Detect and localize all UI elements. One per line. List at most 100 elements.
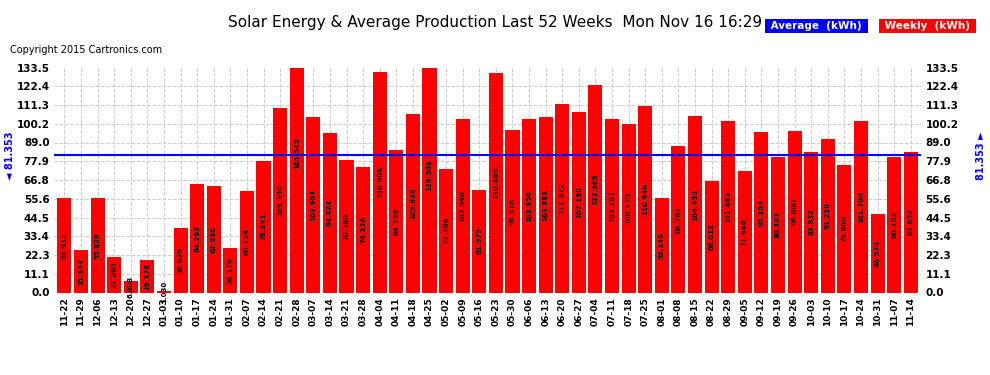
- Bar: [506, 130, 520, 292]
- Bar: [771, 158, 785, 292]
- Text: 83.652: 83.652: [808, 209, 814, 236]
- Bar: [356, 167, 370, 292]
- Bar: [290, 13, 304, 292]
- Text: 38.026: 38.026: [177, 247, 183, 274]
- Bar: [423, 57, 437, 292]
- Bar: [455, 119, 469, 292]
- Text: 103.181: 103.181: [609, 189, 615, 222]
- Bar: [787, 131, 802, 292]
- Text: 26.176: 26.176: [228, 257, 234, 284]
- Bar: [555, 104, 569, 292]
- Text: 139.568: 139.568: [427, 159, 433, 191]
- Text: 78.380: 78.380: [344, 213, 349, 240]
- Bar: [256, 160, 270, 292]
- Text: 75.600: 75.600: [842, 215, 847, 242]
- Bar: [821, 139, 835, 292]
- Text: 6.808: 6.808: [128, 276, 134, 298]
- Bar: [389, 150, 403, 292]
- Text: 111.912: 111.912: [559, 182, 565, 214]
- Text: 96.000: 96.000: [792, 198, 798, 225]
- Text: 55.828: 55.828: [95, 232, 101, 259]
- Text: 19.178: 19.178: [145, 263, 150, 290]
- Bar: [323, 133, 337, 292]
- Text: Copyright 2015 Cartronics.com: Copyright 2015 Cartronics.com: [10, 45, 162, 55]
- Text: 94.628: 94.628: [327, 199, 333, 226]
- Text: 25.144: 25.144: [78, 258, 84, 285]
- Text: Average  (kWh): Average (kWh): [767, 21, 865, 31]
- Text: 73.384: 73.384: [444, 217, 449, 244]
- Text: 102.948: 102.948: [459, 190, 465, 222]
- Text: 109.350: 109.350: [277, 184, 283, 216]
- Text: 71.944: 71.944: [742, 218, 747, 246]
- Text: 80.102: 80.102: [891, 211, 897, 238]
- Text: 78.241: 78.241: [260, 213, 266, 240]
- Bar: [804, 152, 818, 292]
- Bar: [605, 118, 619, 292]
- Text: 55.912: 55.912: [61, 232, 67, 259]
- Bar: [754, 132, 768, 292]
- Bar: [240, 191, 254, 292]
- Bar: [306, 117, 321, 292]
- Bar: [654, 198, 669, 292]
- Bar: [273, 108, 287, 292]
- Text: 56.146: 56.146: [658, 232, 665, 259]
- Bar: [539, 117, 552, 292]
- Bar: [705, 181, 719, 292]
- Bar: [372, 72, 387, 292]
- Text: 101.465: 101.465: [726, 191, 732, 223]
- Text: 84.796: 84.796: [393, 207, 399, 235]
- Bar: [190, 184, 204, 292]
- Bar: [224, 248, 238, 292]
- Bar: [107, 257, 121, 292]
- Text: 66.012: 66.012: [709, 224, 715, 250]
- Text: ◄ 81.353: ◄ 81.353: [5, 131, 15, 180]
- Text: 103.891: 103.891: [543, 189, 548, 221]
- Bar: [887, 158, 901, 292]
- Bar: [57, 198, 71, 292]
- Text: 110.940: 110.940: [643, 183, 648, 215]
- Bar: [207, 186, 221, 292]
- Text: 165.542: 165.542: [294, 137, 300, 169]
- Text: 95.104: 95.104: [758, 199, 764, 226]
- Text: 91.230: 91.230: [825, 202, 831, 229]
- Text: Weekly  (kWh): Weekly (kWh): [881, 21, 974, 31]
- Text: 83.652: 83.652: [908, 209, 914, 236]
- Bar: [738, 171, 751, 292]
- Bar: [340, 160, 353, 292]
- Text: 103.904: 103.904: [310, 189, 317, 221]
- Bar: [472, 190, 486, 292]
- Bar: [870, 214, 885, 292]
- Bar: [157, 291, 171, 292]
- Text: 80.102: 80.102: [775, 211, 781, 238]
- Bar: [572, 112, 586, 292]
- Text: 96.318: 96.318: [510, 198, 516, 225]
- Bar: [406, 114, 420, 292]
- Text: 46.574: 46.574: [874, 240, 880, 267]
- Bar: [639, 105, 652, 292]
- Bar: [854, 121, 868, 292]
- Bar: [671, 146, 685, 292]
- Bar: [439, 169, 453, 292]
- Text: 60.124: 60.124: [244, 228, 249, 255]
- Text: 101.700: 101.700: [858, 191, 864, 223]
- Text: 122.969: 122.969: [592, 173, 598, 205]
- Text: 102.956: 102.956: [526, 190, 532, 222]
- Bar: [522, 119, 537, 292]
- Bar: [74, 250, 88, 292]
- Text: 130.904: 130.904: [377, 166, 383, 198]
- Text: 130.488: 130.488: [493, 166, 499, 199]
- Bar: [688, 117, 702, 292]
- Text: 86.762: 86.762: [675, 206, 681, 233]
- Bar: [141, 260, 154, 292]
- Bar: [124, 281, 138, 292]
- Text: 64.293: 64.293: [194, 225, 200, 252]
- Text: 105.936: 105.936: [410, 188, 416, 219]
- Bar: [173, 228, 188, 292]
- Bar: [90, 198, 105, 292]
- Text: 104.432: 104.432: [692, 188, 698, 220]
- Text: 81.353 ►: 81.353 ►: [976, 131, 986, 180]
- Bar: [622, 124, 636, 292]
- Bar: [588, 85, 603, 292]
- Text: Solar Energy & Average Production Last 52 Weeks  Mon Nov 16 16:29: Solar Energy & Average Production Last 5…: [228, 15, 762, 30]
- Text: 61.075: 61.075: [476, 228, 482, 255]
